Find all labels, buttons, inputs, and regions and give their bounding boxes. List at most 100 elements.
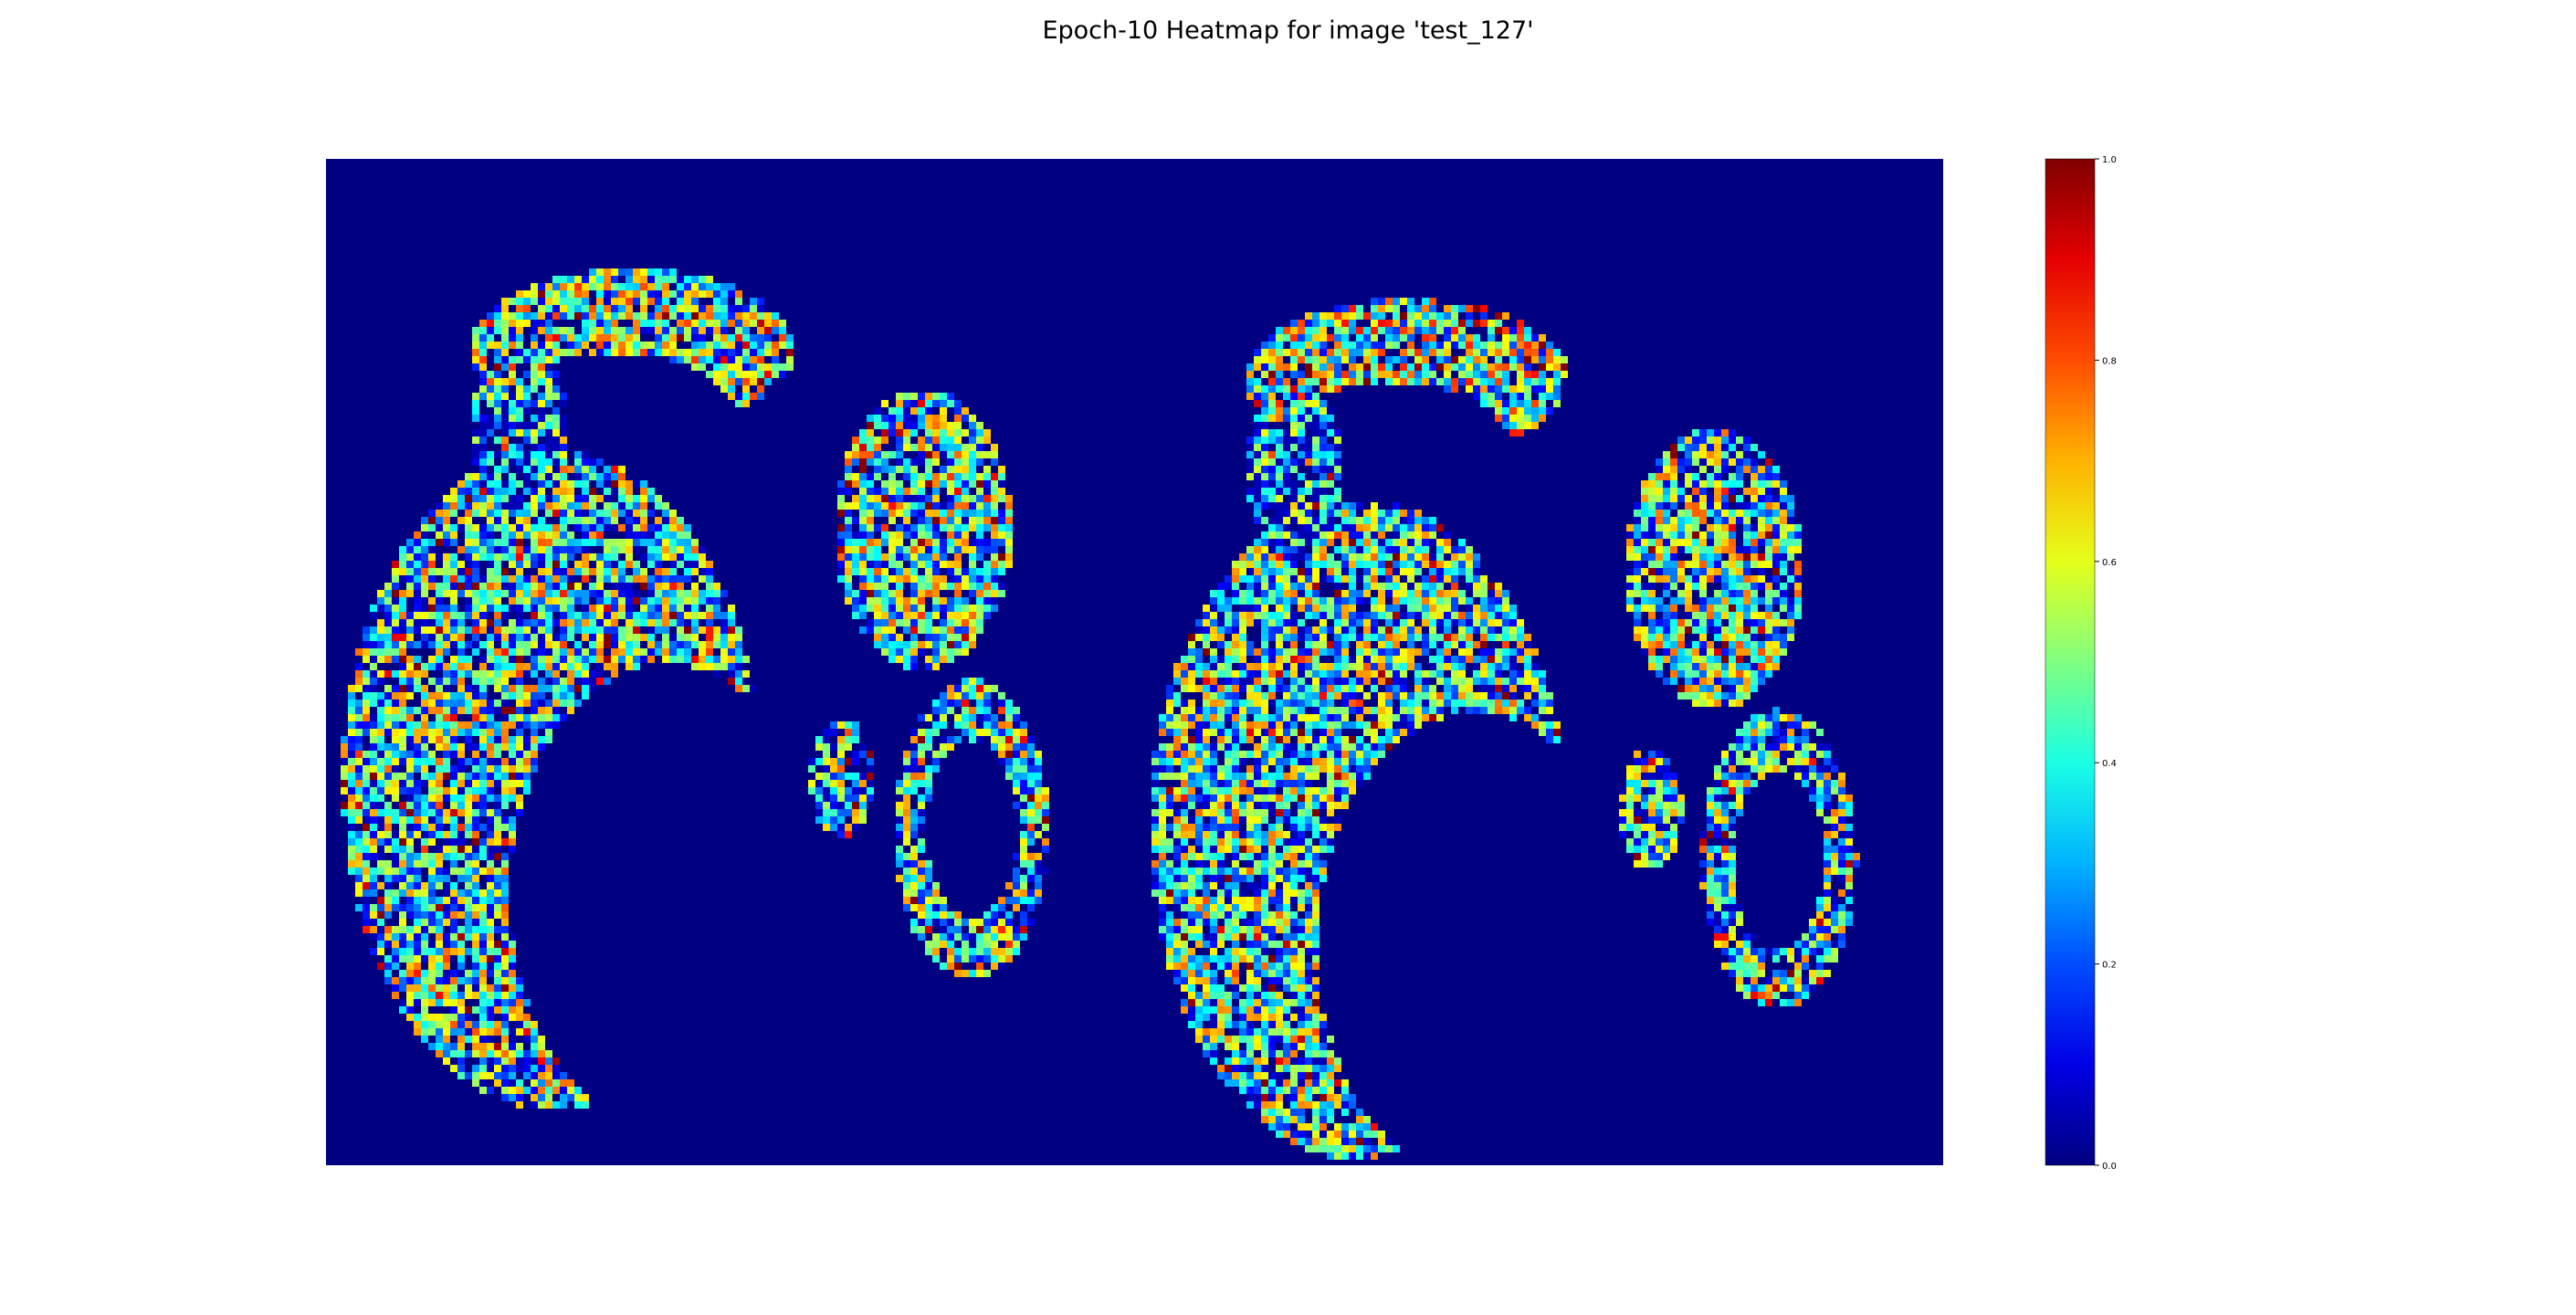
heatmap-cell — [1225, 626, 1232, 634]
heatmap-cell — [1261, 393, 1268, 400]
heatmap-cell — [1451, 583, 1458, 590]
heatmap-cell — [552, 714, 560, 721]
heatmap-cell — [1363, 670, 1371, 678]
heatmap-cell — [1276, 707, 1283, 714]
heatmap-cell — [691, 605, 699, 612]
heatmap-cell — [1320, 437, 1327, 444]
heatmap-cell — [713, 656, 720, 663]
heatmap-cell — [903, 568, 910, 575]
heatmap-cell — [932, 524, 940, 531]
heatmap-image — [326, 159, 1943, 1165]
heatmap-cell — [1261, 495, 1268, 502]
heatmap-cell — [1393, 605, 1400, 612]
heatmap-cell — [896, 605, 903, 612]
heatmap-cell — [1670, 583, 1677, 590]
heatmap-cell — [1166, 721, 1173, 729]
heatmap-cell — [1414, 378, 1422, 385]
heatmap-cell — [523, 437, 531, 444]
heatmap-cell — [574, 342, 582, 349]
heatmap-cell — [1305, 488, 1312, 495]
heatmap-cell — [1422, 553, 1429, 561]
heatmap-cell — [655, 546, 662, 553]
heatmap-cell — [1765, 641, 1772, 648]
heatmap-cell — [436, 663, 443, 670]
heatmap-cell — [691, 583, 699, 590]
heatmap-cell — [472, 648, 479, 656]
heatmap-cell — [874, 568, 881, 575]
heatmap-cell — [940, 707, 947, 714]
heatmap-cell — [589, 590, 596, 597]
heatmap-cell — [1246, 663, 1254, 670]
heatmap-cell — [1246, 700, 1254, 707]
heatmap-cell — [545, 648, 552, 656]
heatmap-cell — [1013, 721, 1020, 729]
heatmap-cell — [720, 612, 728, 619]
heatmap-cell — [983, 612, 991, 619]
heatmap-cell — [1246, 495, 1254, 502]
heatmap-cell — [976, 429, 983, 437]
heatmap-cell — [574, 451, 582, 458]
heatmap-cell — [487, 385, 494, 393]
heatmap-cell — [487, 707, 494, 714]
heatmap-cell — [1502, 415, 1509, 422]
heatmap-cell — [1531, 415, 1539, 422]
heatmap-cell — [1341, 685, 1349, 692]
heatmap-cell — [991, 721, 998, 729]
heatmap-cell — [1517, 670, 1524, 678]
heatmap-cell — [1268, 524, 1276, 531]
heatmap-cell — [414, 568, 421, 575]
heatmap-cell — [1371, 626, 1378, 634]
heatmap-cell — [355, 648, 363, 656]
heatmap-cell — [545, 670, 552, 678]
heatmap-cell — [1407, 349, 1414, 356]
heatmap-cell — [1203, 612, 1210, 619]
heatmap-cell — [494, 488, 501, 495]
heatmap-cell — [1268, 502, 1276, 510]
heatmap-cell — [604, 290, 611, 298]
heatmap-cell — [509, 663, 516, 670]
heatmap-cell — [1714, 656, 1721, 663]
heatmap-cell — [1539, 334, 1546, 342]
heatmap-cell — [516, 663, 523, 670]
heatmap-cell — [1458, 692, 1466, 700]
heatmap-cell — [1743, 641, 1751, 648]
heatmap-cell — [1546, 407, 1553, 415]
heatmap-cell — [684, 553, 691, 561]
heatmap-cell — [1663, 641, 1670, 648]
heatmap-cell — [647, 276, 655, 283]
heatmap-cell — [728, 393, 735, 400]
heatmap-cell — [1414, 670, 1422, 678]
heatmap-cell — [1173, 663, 1181, 670]
heatmap-cell — [465, 626, 472, 634]
heatmap-cell — [428, 539, 436, 546]
heatmap-cell — [1276, 473, 1283, 480]
heatmap-cell — [516, 634, 523, 641]
heatmap-cell — [1363, 327, 1371, 334]
heatmap-cell — [1225, 700, 1232, 707]
heatmap-cell — [450, 707, 457, 714]
heatmap-cell — [1780, 510, 1787, 517]
heatmap-cell — [1261, 670, 1268, 678]
heatmap-cell — [976, 437, 983, 444]
heatmap-cell — [1699, 568, 1707, 575]
heatmap-cell — [1502, 342, 1509, 349]
heatmap-cell — [1524, 334, 1531, 342]
heatmap-cell — [494, 320, 501, 327]
heatmap-cell — [574, 678, 582, 685]
heatmap-cell — [494, 597, 501, 605]
heatmap-cell — [1393, 502, 1400, 510]
heatmap-cell — [1480, 385, 1488, 393]
heatmap-cell — [1349, 356, 1356, 363]
heatmap-cell — [888, 422, 896, 429]
heatmap-cell — [903, 407, 910, 415]
heatmap-cell — [545, 334, 552, 342]
heatmap-cell — [1414, 371, 1422, 378]
heatmap-cell — [1254, 685, 1261, 692]
heatmap-cell — [1261, 714, 1268, 721]
heatmap-cell — [1451, 590, 1458, 597]
heatmap-cell — [589, 517, 596, 524]
heatmap-cell — [655, 583, 662, 590]
heatmap-cell — [1005, 502, 1013, 510]
heatmap-cell — [399, 634, 406, 641]
heatmap-cell — [1648, 663, 1656, 670]
